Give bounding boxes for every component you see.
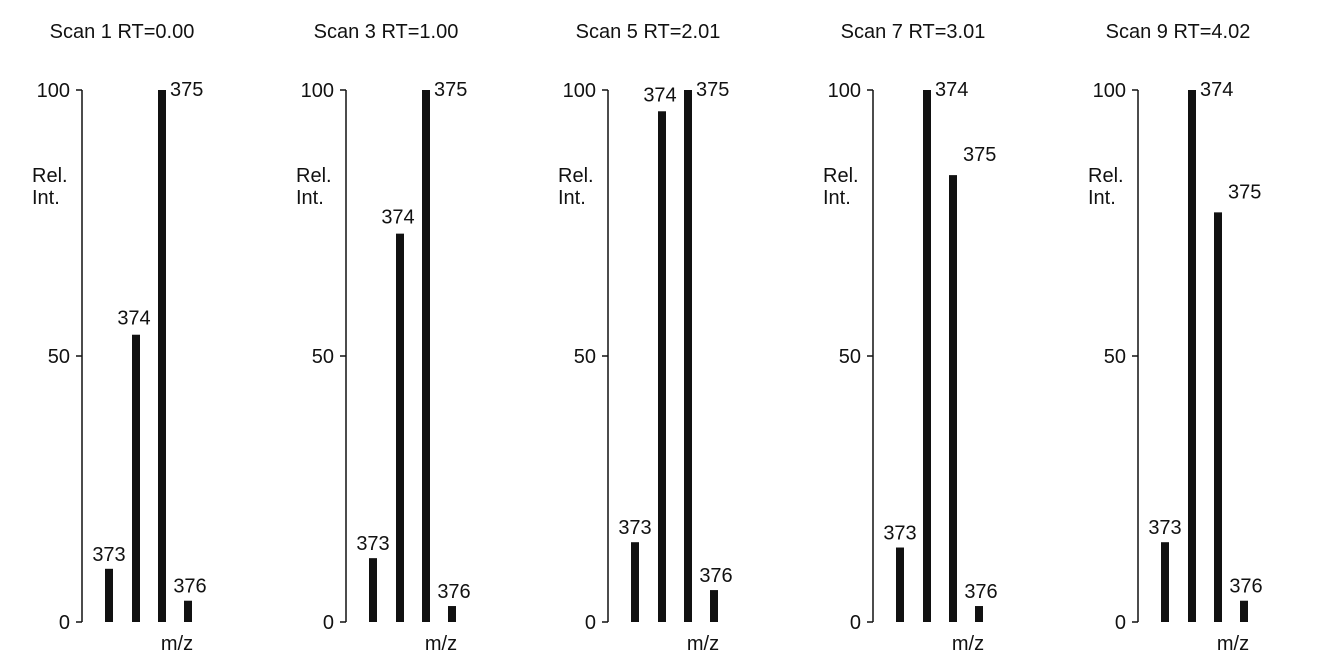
y-tick-label: 100 (563, 80, 596, 102)
bar-375 (422, 90, 430, 622)
bar-label: 373 (618, 517, 651, 539)
bar-373 (369, 558, 377, 622)
y-tick-label: 50 (574, 346, 596, 368)
bar-374 (658, 111, 666, 622)
y-axis-label: Rel. Int. (823, 165, 859, 209)
y-tick-label: 0 (323, 612, 334, 634)
bar-376 (975, 606, 983, 622)
bar-376 (710, 590, 718, 622)
bar-375 (684, 90, 692, 622)
bar-374 (396, 233, 404, 622)
panel-title: Scan 7 RT=3.01 (841, 21, 986, 43)
y-tick-label: 50 (48, 346, 70, 368)
x-axis-label: m/z (1217, 633, 1249, 655)
bar-label: 374 (643, 84, 676, 106)
y-axis-label: Rel. Int. (1088, 165, 1124, 209)
bar-373 (631, 542, 639, 622)
bar-label: 376 (699, 565, 732, 587)
bar-375 (1214, 212, 1222, 623)
bar-label: 375 (170, 79, 203, 101)
bar-label: 375 (963, 144, 996, 166)
y-tick-label: 0 (585, 612, 596, 634)
bar-label: 376 (964, 581, 997, 603)
panel-title: Scan 5 RT=2.01 (576, 21, 721, 43)
bar-label: 375 (1228, 181, 1261, 203)
bar-label: 375 (434, 79, 467, 101)
x-axis-label: m/z (161, 633, 193, 655)
bar-label: 373 (1148, 517, 1181, 539)
bar-373 (896, 547, 904, 622)
bar-376 (184, 600, 192, 622)
panel-title: Scan 1 RT=0.00 (50, 21, 195, 43)
y-tick-label: 100 (828, 80, 861, 102)
bar-label: 373 (356, 533, 389, 555)
bar-label: 376 (1229, 576, 1262, 598)
y-axis-label: Rel. Int. (296, 165, 332, 209)
bar-376 (448, 606, 456, 622)
bar-374 (923, 90, 931, 622)
bar-label: 376 (437, 581, 470, 603)
bar-label: 374 (381, 207, 414, 229)
bar-374 (132, 334, 140, 622)
bar-label: 374 (117, 308, 150, 330)
y-tick-label: 50 (312, 346, 334, 368)
y-tick-label: 100 (37, 80, 70, 102)
spectrum-panel-2: Scan 3 RT=1.00 0 50 100 Rel. Int. 373 374 375 376… (296, 21, 471, 655)
x-axis-label: m/z (425, 633, 457, 655)
x-axis-label: m/z (687, 633, 719, 655)
bar-label: 376 (173, 576, 206, 598)
bar-376 (1240, 600, 1248, 622)
bar-label: 375 (696, 79, 729, 101)
bar-label: 374 (935, 79, 968, 101)
bar-375 (949, 175, 957, 622)
bar-373 (1161, 542, 1169, 622)
y-axis-label: Rel. Int. (32, 165, 68, 209)
y-axis-label: Rel. Int. (558, 165, 594, 209)
y-tick-label: 50 (1104, 346, 1126, 368)
y-tick-label: 0 (850, 612, 861, 634)
x-axis-label: m/z (952, 633, 984, 655)
y-tick-label: 100 (301, 80, 334, 102)
panel-title: Scan 3 RT=1.00 (314, 21, 459, 43)
bar-label: 374 (1200, 79, 1233, 101)
spectrum-panel-3: Scan 5 RT=2.01 0 50 100 Rel. Int. 373 374 375 376… (558, 21, 733, 655)
bar-label: 373 (883, 523, 916, 545)
spectrum-panel-5: Scan 9 RT=4.02 0 50 100 Rel. Int. 373 374 375 376… (1088, 21, 1263, 655)
spectrum-panel-1: Scan 1 RT=0.00 0 50 100 Rel. Int. 373 374 375 376… (32, 21, 207, 655)
bar-374 (1188, 90, 1196, 622)
spectrum-panel-4: Scan 7 RT=3.01 0 50 100 Rel. Int. 373 374 375 376… (823, 21, 998, 655)
panel-title: Scan 9 RT=4.02 (1106, 21, 1251, 43)
y-tick-label: 100 (1093, 80, 1126, 102)
bar-375 (158, 90, 166, 622)
bar-label: 373 (92, 544, 125, 566)
bar-373 (105, 568, 113, 622)
y-tick-label: 0 (1115, 612, 1126, 634)
y-tick-label: 50 (839, 346, 861, 368)
y-tick-label: 0 (59, 612, 70, 634)
